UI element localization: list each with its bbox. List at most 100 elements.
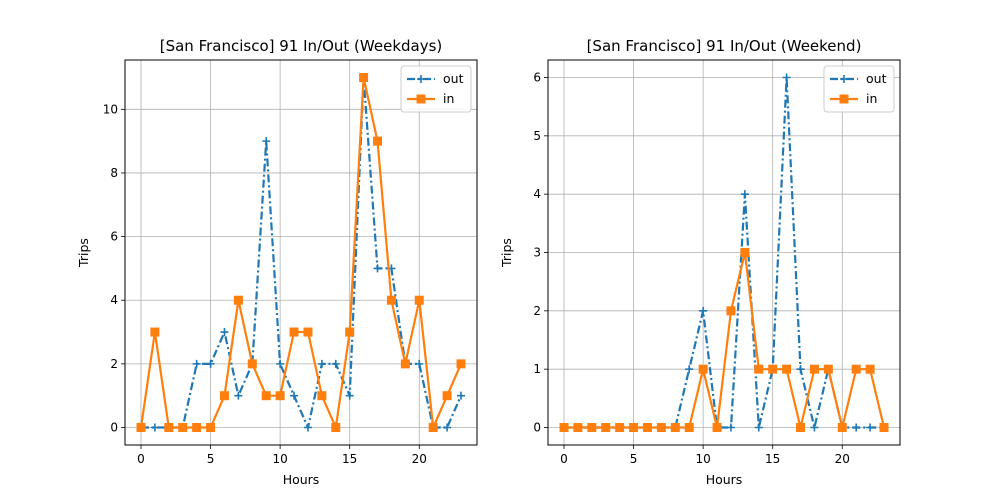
plot-panel-2: 0 5 10 15 20 0 1 2 3 4 5 6 [San Francisco] 91 In/Out… — [499, 37, 901, 487]
legend-label-in: in — [866, 91, 877, 106]
data-point-out — [192, 359, 201, 368]
data-point-in — [331, 423, 341, 432]
data-point-in — [275, 391, 285, 401]
data-point-out — [740, 190, 749, 199]
data-point-out — [276, 359, 285, 368]
x-tick-label: 20 — [412, 452, 427, 466]
x-tick-label: 0 — [560, 452, 568, 466]
chart-title: [San Francisco] 91 In/Out (Weekdays) — [160, 37, 443, 55]
data-point-in — [247, 359, 257, 369]
data-point-out — [415, 359, 424, 368]
data-point-in — [754, 364, 764, 374]
x-tick-label: 10 — [695, 452, 710, 466]
data-point-in — [386, 295, 396, 305]
legend-marker-in — [416, 94, 426, 104]
data-point-out — [782, 73, 791, 82]
data-point-in — [656, 423, 666, 432]
data-point-in — [865, 364, 875, 374]
data-point-out — [262, 137, 271, 146]
x-axis-label: Hours — [706, 472, 743, 487]
data-point-in — [698, 364, 708, 374]
x-axis-label: Hours — [283, 472, 320, 487]
data-point-in — [642, 423, 652, 432]
y-axis-label: Trips — [499, 238, 514, 268]
data-point-out — [457, 391, 465, 400]
data-point-out — [754, 423, 763, 432]
data-point-in — [373, 136, 383, 146]
data-point-out — [150, 423, 159, 432]
y-tick-label: 0 — [533, 421, 541, 435]
data-point-in — [428, 423, 438, 432]
y-tick-label: 6 — [110, 230, 118, 244]
data-point-out — [685, 365, 694, 374]
data-point-in — [823, 364, 833, 374]
y-axis-label: Trips — [76, 238, 91, 268]
data-point-in — [601, 423, 611, 432]
data-point-out — [699, 306, 708, 315]
data-point-in — [289, 327, 299, 337]
legend-marker-out — [417, 75, 425, 83]
data-point-out — [345, 391, 354, 400]
data-point-in — [782, 364, 792, 374]
plot-panel-1: 0 5 10 15 20 0 2 4 6 8 10 [San Francisco] 91 In/Out… — [76, 37, 478, 487]
series-line-out — [141, 76, 463, 429]
data-point-out — [796, 365, 805, 374]
legend-label-in: in — [443, 91, 454, 106]
data-point-in — [456, 359, 466, 369]
data-point-out — [220, 328, 229, 337]
data-point-out — [373, 264, 382, 273]
data-point-in — [768, 364, 778, 374]
data-point-in — [615, 423, 625, 432]
data-point-in — [303, 327, 313, 337]
y-tick-label: 1 — [533, 362, 541, 376]
series-markers-out — [137, 73, 465, 432]
series-markers-in — [559, 248, 889, 432]
data-point-in — [317, 391, 327, 401]
data-point-in — [809, 364, 819, 374]
y-tick-label: 4 — [110, 293, 118, 307]
x-tick-label: 10 — [272, 452, 287, 466]
data-point-in — [879, 423, 889, 432]
data-point-out — [290, 391, 299, 400]
data-point-in — [164, 423, 174, 432]
y-tick-label: 0 — [110, 421, 118, 435]
y-tick-label: 3 — [533, 246, 541, 260]
data-point-in — [726, 306, 736, 316]
legend-label-out: out — [866, 71, 887, 86]
y-tick-label: 2 — [533, 304, 541, 318]
data-point-in — [573, 423, 583, 432]
data-point-out — [852, 423, 861, 432]
x-tick-label: 15 — [342, 452, 357, 466]
data-point-in — [796, 423, 806, 432]
data-point-in — [587, 423, 597, 432]
data-point-out — [866, 423, 875, 432]
data-point-in — [851, 364, 861, 374]
y-tick-label: 5 — [533, 129, 541, 143]
y-tick-label: 10 — [103, 102, 118, 116]
data-point-in — [559, 423, 569, 432]
legend-marker-out — [840, 75, 848, 83]
data-point-out — [234, 391, 243, 400]
data-point-out — [443, 423, 452, 432]
y-tick-label: 6 — [533, 71, 541, 85]
data-point-out — [317, 359, 326, 368]
data-point-out — [303, 423, 312, 432]
legend-marker-in — [839, 94, 849, 104]
data-point-out — [810, 423, 819, 432]
data-point-in — [740, 248, 750, 257]
x-tick-label: 20 — [835, 452, 850, 466]
series-line-in — [139, 76, 463, 429]
data-point-out — [206, 359, 215, 368]
legend: out in — [400, 65, 472, 113]
y-tick-label: 8 — [110, 166, 118, 180]
data-point-in — [359, 73, 369, 82]
data-point-in — [442, 391, 452, 401]
series-line-in — [564, 251, 886, 429]
x-tick-label: 5 — [630, 452, 638, 466]
data-point-in — [629, 423, 639, 432]
data-point-in — [178, 423, 188, 432]
chart-title: [San Francisco] 91 In/Out (Weekend) — [587, 37, 862, 55]
data-point-in — [670, 423, 680, 432]
data-point-in — [192, 423, 202, 432]
